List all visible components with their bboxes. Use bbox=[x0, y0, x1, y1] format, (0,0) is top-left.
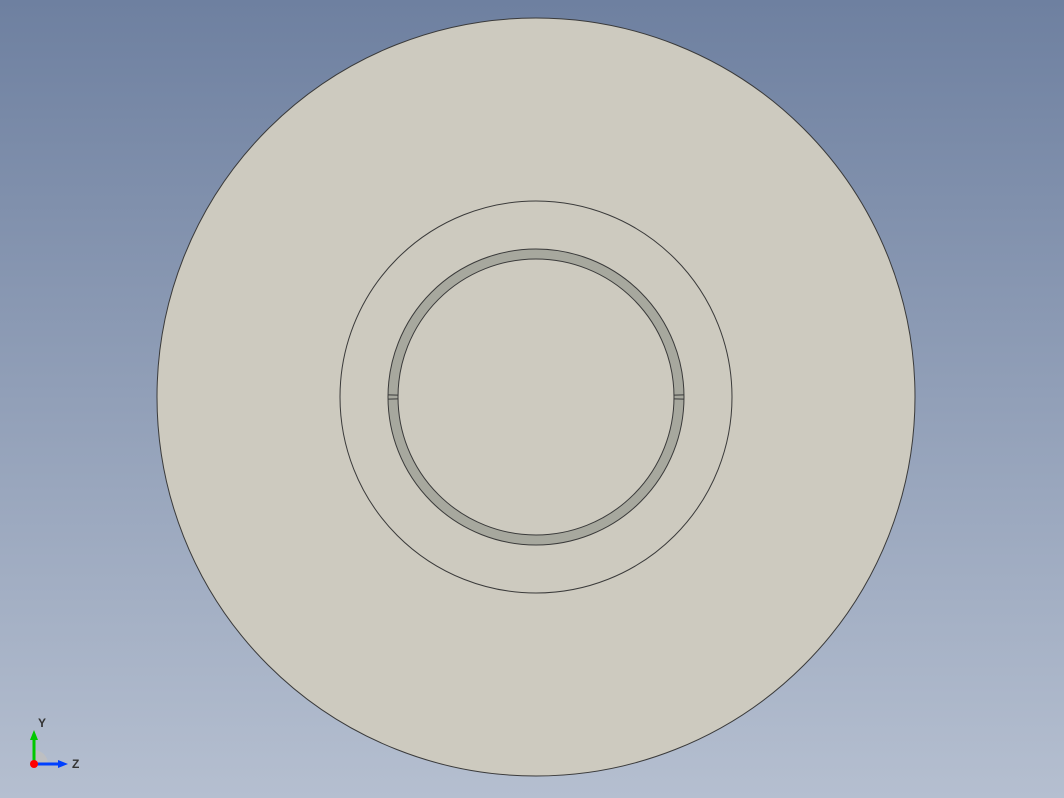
triad-z-label: Z bbox=[72, 757, 79, 771]
triad-z-axis-head bbox=[58, 760, 68, 768]
cad-viewport[interactable]: YZ bbox=[0, 0, 1064, 798]
triad-y-axis-head bbox=[30, 730, 38, 740]
orientation-triad[interactable]: YZ bbox=[20, 708, 90, 778]
triad-x-axis-dot bbox=[30, 760, 38, 768]
model-view[interactable] bbox=[0, 0, 1064, 798]
triad-y-label: Y bbox=[38, 716, 46, 730]
outer-flange-face bbox=[157, 18, 915, 776]
